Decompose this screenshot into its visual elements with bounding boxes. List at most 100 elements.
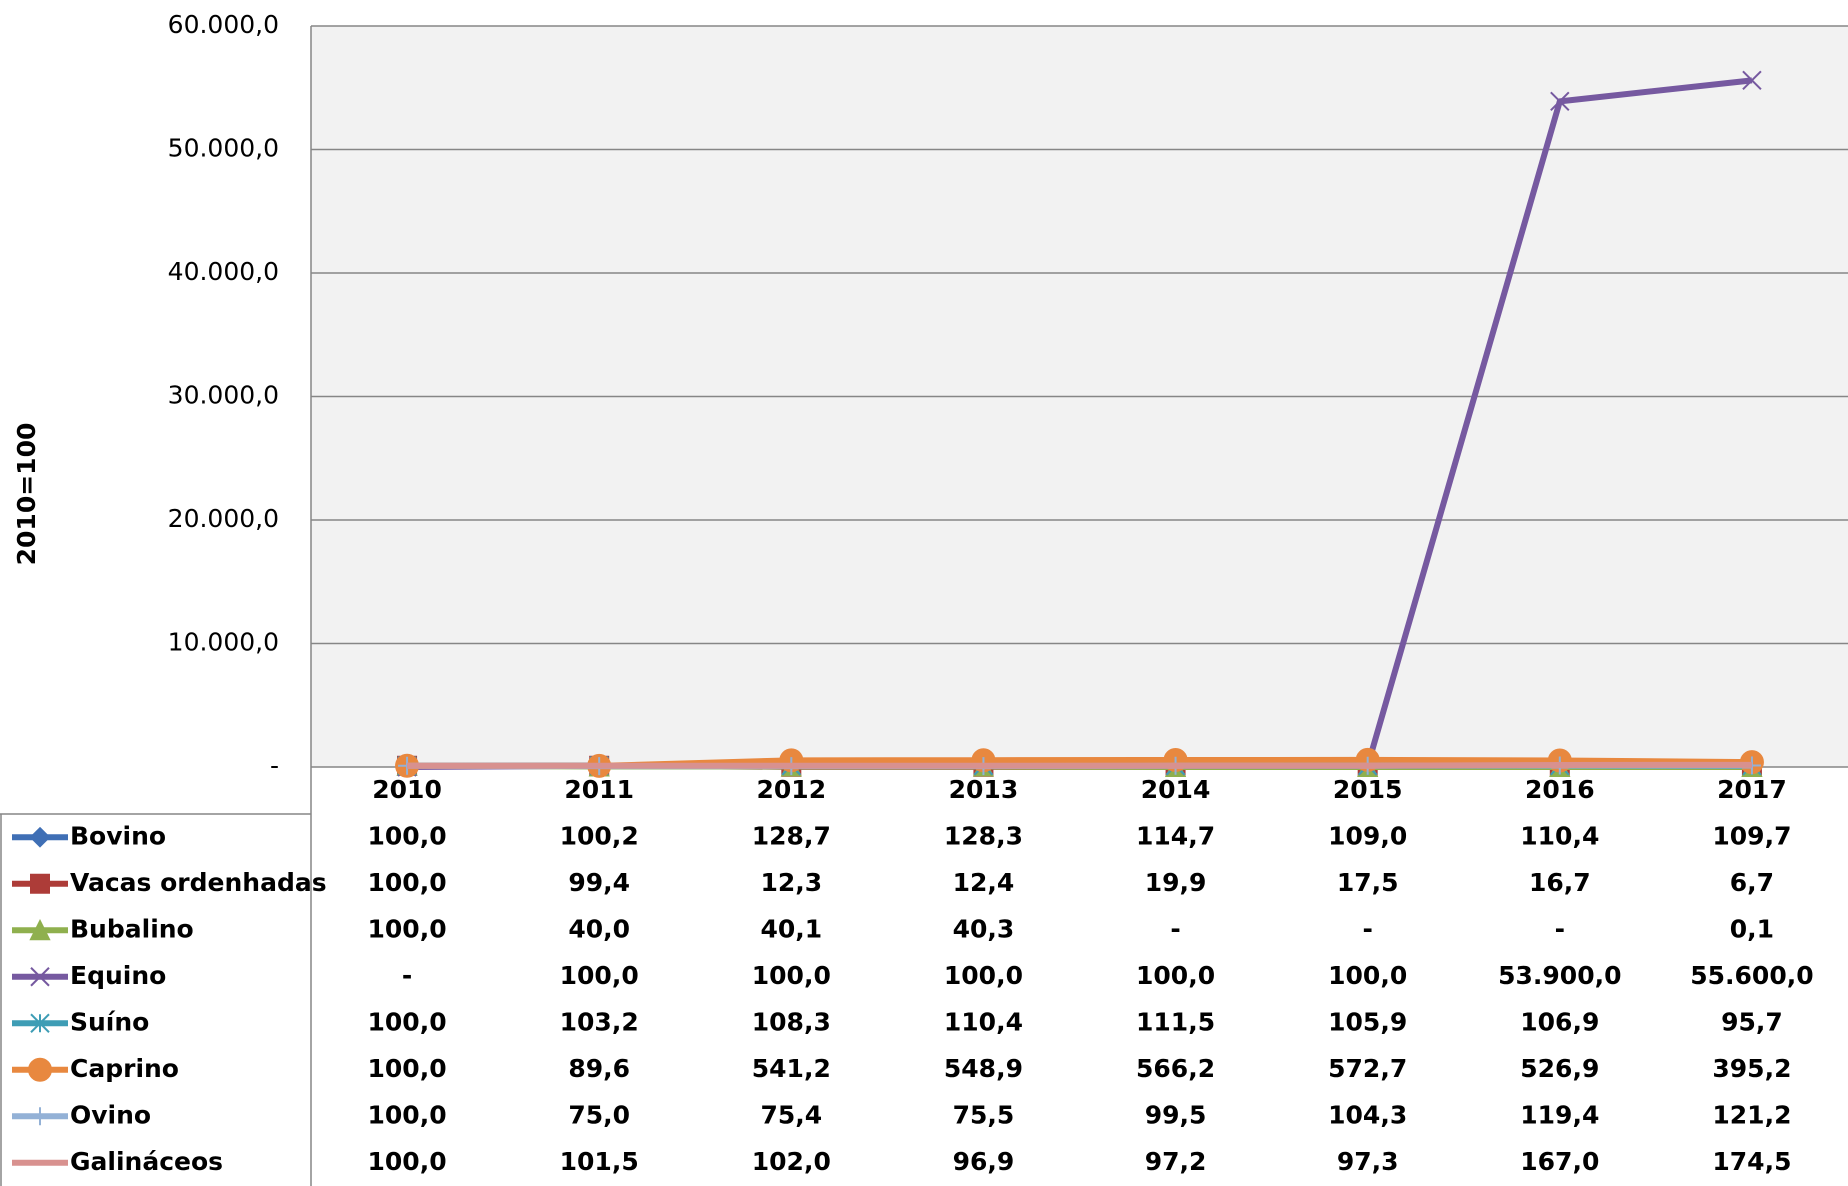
x-tick-label: 2016 [1525,775,1595,804]
table-cell: 17,5 [1337,868,1399,897]
table-cell: 101,5 [560,1147,639,1176]
table-cell: - [1170,914,1180,943]
marker [29,826,51,848]
table-cell: 53.900,0 [1498,961,1621,990]
legend-label: Galináceos [70,1147,223,1176]
table-cell: 111,5 [1136,1007,1215,1036]
table-cell: 105,9 [1328,1007,1407,1036]
table-cell: 103,2 [560,1007,639,1036]
table-cell: 75,4 [760,1100,822,1129]
y-tick-label: - [270,751,279,780]
table-cell: 16,7 [1529,868,1591,897]
table-cell: 100,0 [368,1007,447,1036]
table-cell: - [1362,914,1372,943]
table-cell: 108,3 [752,1007,831,1036]
legend-label: Equino [70,961,166,990]
x-tick-label: 2017 [1717,775,1787,804]
table-cell: 119,4 [1520,1100,1599,1129]
table-cell: 0,1 [1730,914,1774,943]
table-cell: 97,2 [1145,1147,1207,1176]
marker [1742,70,1762,91]
marker [1550,91,1570,112]
marker [31,1107,49,1126]
table-cell: 12,4 [953,868,1015,897]
y-tick-label: 10.000,0 [168,628,279,657]
table-cell: 100,0 [1136,961,1215,990]
table-cell: 106,9 [1520,1007,1599,1036]
legend-label: Bovino [70,821,166,850]
table-cell: 572,7 [1328,1054,1407,1083]
table-cell: 100,0 [368,1100,447,1129]
table-cell: 6,7 [1730,868,1774,897]
y-tick-label: 60.000,0 [168,10,279,39]
table-cell: 40,1 [760,914,822,943]
table-cell: 128,7 [752,821,831,850]
x-tick-label: 2015 [1333,775,1403,804]
table-cell: 114,7 [1136,821,1215,850]
table-cell: 75,0 [568,1100,630,1129]
table-cell: 40,0 [568,914,630,943]
legend-label: Vacas ordenhadas [70,868,327,897]
table-cell: 541,2 [752,1054,831,1083]
legend-label: Ovino [70,1100,151,1129]
table-cell: 104,3 [1328,1100,1407,1129]
table-cell: 12,3 [760,868,822,897]
table-cell: 89,6 [568,1054,630,1083]
y-tick-label: 40.000,0 [168,257,279,286]
table-cell: 526,9 [1520,1054,1599,1083]
y-tick-label: 20.000,0 [168,504,279,533]
legend-label: Bubalino [70,914,194,943]
y-axis-label: 2010=100 [12,423,41,566]
table-cell: 174,5 [1712,1147,1791,1176]
y-tick-label: 30.000,0 [168,381,279,410]
x-tick-label: 2010 [372,775,442,804]
y-tick-label: 50.000,0 [168,134,279,163]
table-cell: 75,5 [953,1100,1015,1129]
marker [30,967,50,987]
table-cell: 109,0 [1328,821,1407,850]
table-cell: 96,9 [953,1147,1015,1176]
legend-label: Caprino [70,1054,179,1083]
table-cell: 100,0 [368,868,447,897]
table-cell: 100,0 [368,914,447,943]
table-cell: 100,2 [560,821,639,850]
table-cell: 128,3 [944,821,1023,850]
table-cell: 55.600,0 [1690,961,1813,990]
legend-label: Suíno [70,1007,149,1036]
table-cell: 395,2 [1712,1054,1791,1083]
x-tick-label: 2013 [949,775,1019,804]
marker [29,919,51,941]
table-cell: 100,0 [944,961,1023,990]
table-cell: 97,3 [1337,1147,1399,1176]
x-tick-label: 2014 [1141,775,1211,804]
table-cell: 110,4 [1520,821,1599,850]
table-cell: - [1555,914,1565,943]
table-cell: 99,5 [1145,1100,1207,1129]
table-cell: 110,4 [944,1007,1023,1036]
table-cell: 95,7 [1721,1007,1783,1036]
x-tick-label: 2011 [564,775,634,804]
table-cell: 99,4 [568,868,630,897]
x-tick-label: 2012 [757,775,827,804]
table-cell: 100,0 [560,961,639,990]
table-cell: 100,0 [368,821,447,850]
table-cell: 19,9 [1145,868,1207,897]
table-cell: 121,2 [1712,1100,1791,1129]
table-cell: 100,0 [368,1054,447,1083]
marker [30,873,50,894]
table-cell: 40,3 [953,914,1015,943]
table-cell: 100,0 [752,961,831,990]
series-line [407,761,1752,769]
table-cell: 109,7 [1712,821,1791,850]
table-cell: 100,0 [368,1147,447,1176]
marker [28,1057,52,1082]
table-cell: - [402,961,412,990]
table-cell: 548,9 [944,1054,1023,1083]
marker [30,1013,50,1033]
table-cell: 100,0 [1328,961,1407,990]
table-cell: 167,0 [1520,1147,1599,1176]
table-cell: 566,2 [1136,1054,1215,1083]
table-cell: 102,0 [752,1147,831,1176]
